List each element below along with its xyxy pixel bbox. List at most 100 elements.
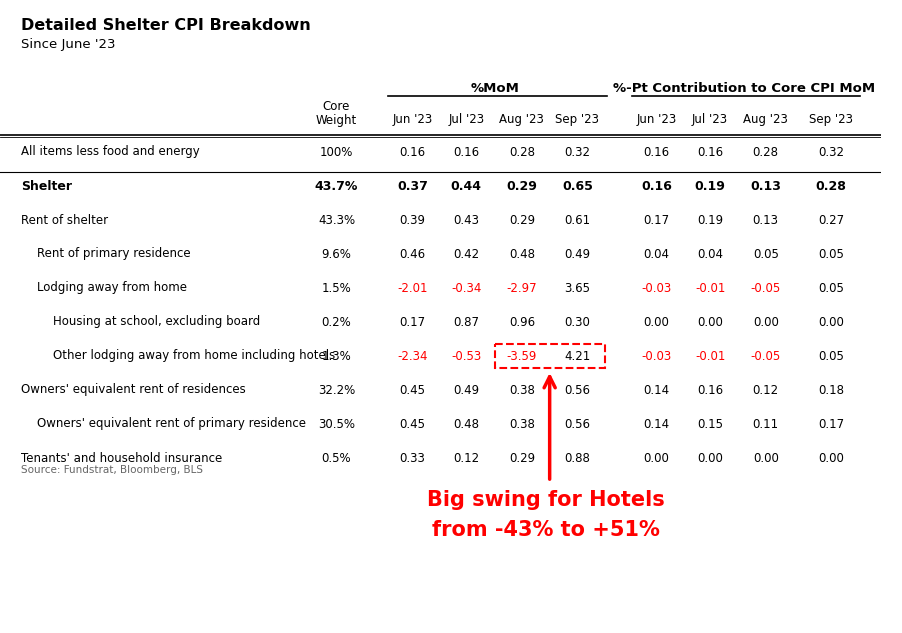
Text: 0.19: 0.19 bbox=[694, 180, 724, 192]
Text: 0.49: 0.49 bbox=[453, 384, 479, 396]
Text: 0.13: 0.13 bbox=[752, 213, 778, 227]
Text: 0.18: 0.18 bbox=[817, 384, 843, 396]
Text: 0.33: 0.33 bbox=[400, 451, 425, 465]
Text: 0.28: 0.28 bbox=[752, 146, 778, 158]
Text: 0.2%: 0.2% bbox=[321, 315, 351, 329]
Text: 4.21: 4.21 bbox=[564, 349, 590, 363]
Text: 0.32: 0.32 bbox=[564, 146, 590, 158]
Text: Rent of primary residence: Rent of primary residence bbox=[37, 248, 190, 261]
Text: 0.16: 0.16 bbox=[696, 146, 723, 158]
Text: 0.61: 0.61 bbox=[564, 213, 590, 227]
Text: Aug '23: Aug '23 bbox=[742, 113, 787, 127]
Text: 0.17: 0.17 bbox=[399, 315, 425, 329]
Text: -0.05: -0.05 bbox=[750, 282, 780, 294]
Text: 43.3%: 43.3% bbox=[318, 213, 354, 227]
Text: -0.34: -0.34 bbox=[451, 282, 481, 294]
Text: 0.96: 0.96 bbox=[508, 315, 534, 329]
Text: 0.56: 0.56 bbox=[564, 418, 590, 430]
Text: Owners' equivalent rent of primary residence: Owners' equivalent rent of primary resid… bbox=[37, 418, 306, 430]
Text: 1.5%: 1.5% bbox=[321, 282, 351, 294]
Text: 0.00: 0.00 bbox=[817, 315, 843, 329]
Text: Jul '23: Jul '23 bbox=[447, 113, 483, 127]
Text: 0.38: 0.38 bbox=[509, 418, 534, 430]
Text: 0.88: 0.88 bbox=[564, 451, 590, 465]
Text: 0.49: 0.49 bbox=[564, 248, 590, 261]
Text: Rent of shelter: Rent of shelter bbox=[22, 213, 108, 227]
Text: 0.16: 0.16 bbox=[696, 384, 723, 396]
Text: Source: Fundstrat, Bloomberg, BLS: Source: Fundstrat, Bloomberg, BLS bbox=[22, 465, 203, 475]
Text: 0.48: 0.48 bbox=[509, 248, 534, 261]
Text: 0.16: 0.16 bbox=[643, 146, 668, 158]
Text: 0.19: 0.19 bbox=[696, 213, 723, 227]
Text: 0.39: 0.39 bbox=[400, 213, 425, 227]
Text: 0.29: 0.29 bbox=[506, 180, 537, 192]
Text: Housing at school, excluding board: Housing at school, excluding board bbox=[52, 315, 260, 329]
Text: Shelter: Shelter bbox=[22, 180, 72, 192]
Text: 0.16: 0.16 bbox=[640, 180, 671, 192]
Text: 0.87: 0.87 bbox=[453, 315, 479, 329]
Text: 0.45: 0.45 bbox=[400, 418, 425, 430]
Text: 0.65: 0.65 bbox=[561, 180, 593, 192]
Text: 0.43: 0.43 bbox=[453, 213, 479, 227]
Text: 3.65: 3.65 bbox=[564, 282, 590, 294]
Text: Weight: Weight bbox=[316, 114, 357, 127]
Text: Detailed Shelter CPI Breakdown: Detailed Shelter CPI Breakdown bbox=[22, 18, 311, 33]
Text: 0.11: 0.11 bbox=[752, 418, 778, 430]
Text: -3.59: -3.59 bbox=[506, 349, 537, 363]
Text: 0.16: 0.16 bbox=[399, 146, 425, 158]
Text: 1.3%: 1.3% bbox=[321, 349, 351, 363]
Text: 0.16: 0.16 bbox=[453, 146, 479, 158]
Text: Sep '23: Sep '23 bbox=[808, 113, 852, 127]
Text: -2.01: -2.01 bbox=[397, 282, 428, 294]
Text: 0.46: 0.46 bbox=[399, 248, 425, 261]
Text: 0.29: 0.29 bbox=[508, 451, 534, 465]
Text: Sep '23: Sep '23 bbox=[555, 113, 599, 127]
Text: 0.27: 0.27 bbox=[817, 213, 843, 227]
Text: 0.00: 0.00 bbox=[643, 315, 668, 329]
Text: 0.00: 0.00 bbox=[696, 315, 723, 329]
Text: All items less food and energy: All items less food and energy bbox=[22, 146, 200, 158]
Text: 0.28: 0.28 bbox=[815, 180, 845, 192]
Text: Other lodging away from home including hotels: Other lodging away from home including h… bbox=[52, 349, 335, 363]
Text: 0.05: 0.05 bbox=[817, 349, 843, 363]
Text: 0.00: 0.00 bbox=[752, 315, 778, 329]
Text: 0.30: 0.30 bbox=[564, 315, 590, 329]
Text: -2.97: -2.97 bbox=[506, 282, 537, 294]
Text: 0.17: 0.17 bbox=[817, 418, 843, 430]
Text: -0.03: -0.03 bbox=[640, 349, 671, 363]
Text: 0.05: 0.05 bbox=[752, 248, 778, 261]
Text: -2.34: -2.34 bbox=[397, 349, 428, 363]
Text: 0.00: 0.00 bbox=[752, 451, 778, 465]
Text: -0.01: -0.01 bbox=[695, 349, 724, 363]
Text: Jul '23: Jul '23 bbox=[691, 113, 727, 127]
Text: %-Pt Contribution to Core CPI MoM: %-Pt Contribution to Core CPI MoM bbox=[612, 82, 874, 95]
Text: 0.5%: 0.5% bbox=[321, 451, 351, 465]
Text: 30.5%: 30.5% bbox=[318, 418, 354, 430]
Text: -0.53: -0.53 bbox=[451, 349, 481, 363]
Text: 0.44: 0.44 bbox=[450, 180, 482, 192]
Text: 9.6%: 9.6% bbox=[321, 248, 351, 261]
Text: 0.56: 0.56 bbox=[564, 384, 590, 396]
Text: 43.7%: 43.7% bbox=[315, 180, 358, 192]
Text: 0.05: 0.05 bbox=[817, 282, 843, 294]
Text: 0.32: 0.32 bbox=[817, 146, 843, 158]
Text: 0.42: 0.42 bbox=[453, 248, 479, 261]
Text: 0.37: 0.37 bbox=[397, 180, 428, 192]
Text: Owners' equivalent rent of residences: Owners' equivalent rent of residences bbox=[22, 384, 246, 396]
Text: 0.45: 0.45 bbox=[400, 384, 425, 396]
Text: 0.04: 0.04 bbox=[643, 248, 668, 261]
Text: 0.00: 0.00 bbox=[817, 451, 843, 465]
Text: 0.00: 0.00 bbox=[643, 451, 668, 465]
Text: Tenants' and household insurance: Tenants' and household insurance bbox=[22, 451, 223, 465]
Text: Jun '23: Jun '23 bbox=[636, 113, 676, 127]
Text: -0.03: -0.03 bbox=[640, 282, 671, 294]
Text: 0.05: 0.05 bbox=[817, 248, 843, 261]
Text: 0.48: 0.48 bbox=[453, 418, 479, 430]
Text: %MoM: %MoM bbox=[470, 82, 519, 95]
Text: 0.00: 0.00 bbox=[696, 451, 723, 465]
Text: Core: Core bbox=[323, 100, 350, 113]
Text: Big swing for Hotels: Big swing for Hotels bbox=[427, 490, 665, 510]
Text: 0.14: 0.14 bbox=[643, 384, 668, 396]
Text: Aug '23: Aug '23 bbox=[499, 113, 544, 127]
Text: 0.12: 0.12 bbox=[752, 384, 778, 396]
